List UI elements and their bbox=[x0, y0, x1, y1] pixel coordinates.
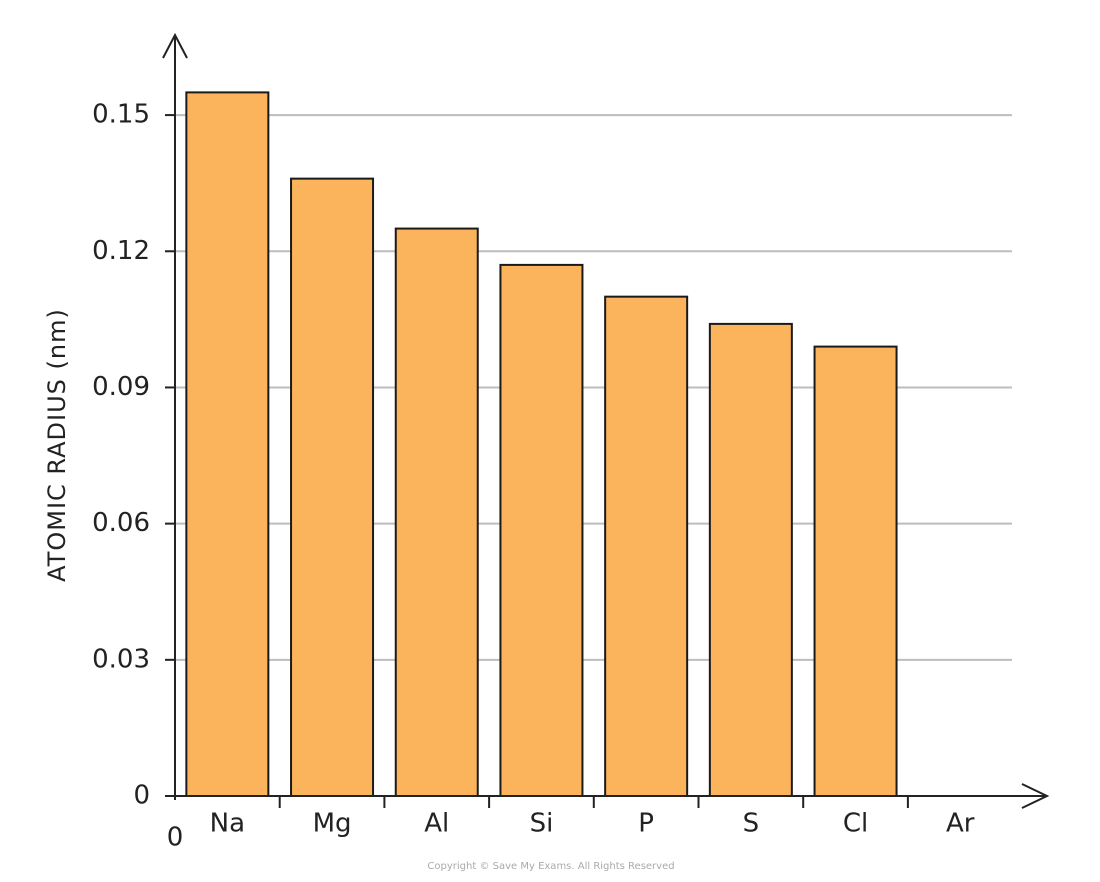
bar bbox=[394, 227, 479, 798]
y-tick-label: 0.12 bbox=[92, 236, 150, 266]
x-tick-label: Ar bbox=[946, 809, 975, 839]
x-tick-label: Na bbox=[210, 809, 245, 839]
origin-label: 0 bbox=[167, 823, 184, 853]
bar bbox=[708, 322, 793, 797]
bars bbox=[185, 91, 898, 798]
bar bbox=[499, 263, 584, 797]
y-tick-label: 0.15 bbox=[92, 100, 150, 130]
x-tick-label: P bbox=[638, 809, 654, 839]
x-tick-label: Si bbox=[530, 809, 554, 839]
y-axis bbox=[162, 32, 188, 800]
y-tick-label: 0 bbox=[133, 781, 150, 811]
y-tick-label: 0.09 bbox=[92, 372, 150, 402]
y-tick-label: 0.03 bbox=[92, 644, 150, 674]
x-tick-label: Mg bbox=[313, 809, 352, 839]
bar bbox=[604, 295, 689, 797]
copyright: Copyright © Save My Exams. All Rights Re… bbox=[427, 861, 674, 872]
x-tick-label: Cl bbox=[843, 809, 868, 839]
x-tick-label: Al bbox=[424, 809, 449, 839]
bar bbox=[813, 345, 898, 797]
x-axis bbox=[170, 783, 1050, 809]
y-axis-label: ATOMIC RADIUS (nm) bbox=[43, 308, 71, 582]
y-tick-label: 0.06 bbox=[92, 508, 150, 538]
x-tick-label: S bbox=[743, 809, 760, 839]
bar bbox=[290, 177, 375, 798]
bar bbox=[185, 91, 270, 798]
